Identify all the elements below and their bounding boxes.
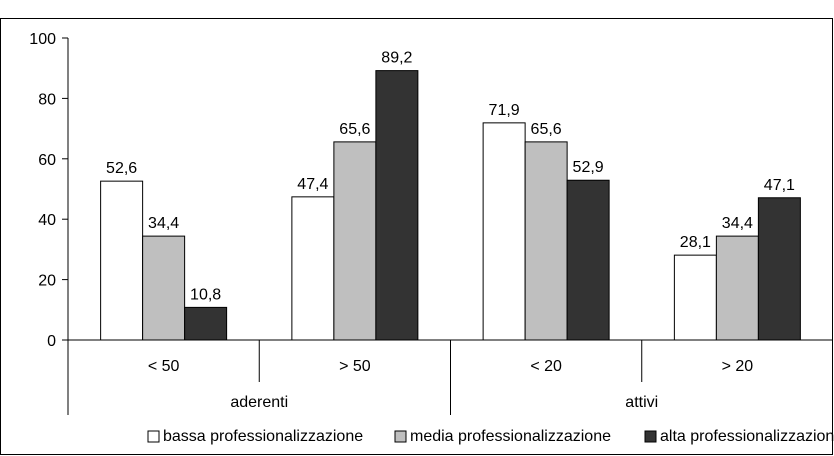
data-label: 89,2 [381,50,412,67]
bar [142,235,186,341]
legend-label: media professionalizzazione [410,428,611,445]
x-tick-label: < 20 [530,358,562,375]
bar [375,70,419,341]
data-label: 34,4 [148,215,179,232]
y-tick-label: 0 [47,333,56,350]
bar [757,197,801,341]
bar [100,180,144,341]
legend-swatch [394,430,407,443]
data-label: 65,6 [339,121,370,138]
y-tick-label: 80 [38,91,56,108]
legend-swatch [644,430,657,443]
y-tick-label: 20 [38,273,56,290]
legend-label: alta professionalizzazione [660,428,834,445]
y-tick-label: 100 [29,31,56,48]
group-label: aderenti [230,394,288,411]
bar [566,179,610,341]
x-tick-label: > 20 [722,358,754,375]
data-label: 71,9 [489,102,520,119]
bar [184,306,228,341]
bars [100,70,801,341]
y-tick-label: 60 [38,152,56,169]
bar [333,141,377,341]
data-label: 52,6 [106,160,137,177]
y-tick-label: 40 [38,212,56,229]
data-label: 47,4 [297,176,328,193]
bar [291,196,335,341]
data-label: 28,1 [680,234,711,251]
data-label: 34,4 [722,215,753,232]
data-label: 10,8 [190,286,221,303]
legend: bassa professionalizzazione media profess… [147,428,834,445]
bar [673,254,717,341]
bar [715,235,759,341]
group-label: attivi [625,394,658,411]
data-labels: 52,6 34,4 10,8 47,4 65,6 89,2 71,9 65,6 52,9 28,1… [106,50,795,304]
data-label: 47,1 [764,177,795,194]
legend-label: bassa professionalizzazione [163,428,363,445]
data-label: 65,6 [531,121,562,138]
x-tick-label: > 50 [339,358,371,375]
x-tick-label: < 50 [148,358,180,375]
bar [524,141,568,341]
data-label: 52,9 [573,159,604,176]
bar [482,122,526,341]
legend-swatch [147,430,160,443]
